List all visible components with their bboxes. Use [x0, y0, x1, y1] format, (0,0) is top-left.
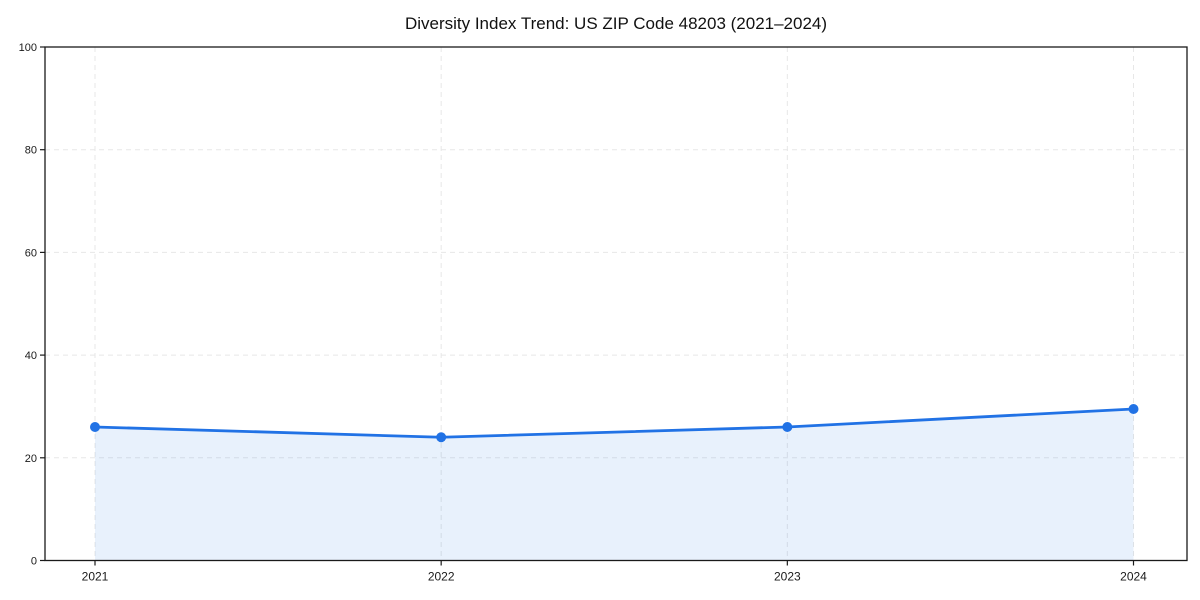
plot-frame: [44, 46, 1188, 562]
y-tick-label-40: 40: [25, 350, 37, 362]
data-point-2024: [1128, 404, 1139, 415]
y-tick-label-20: 20: [25, 453, 37, 465]
x-tick-label-2022: 2022: [428, 570, 455, 584]
y-tick-label-80: 80: [25, 145, 37, 157]
x-tick-label-2021: 2021: [82, 570, 109, 584]
data-point-2022: [436, 432, 447, 443]
x-tick-label-2023: 2023: [774, 570, 801, 584]
data-point-2021: [90, 421, 100, 432]
chart-title: Diversity Index Trend: US ZIP Code 48203…: [405, 14, 827, 33]
area-fill: [95, 409, 1134, 561]
data-point-2023: [782, 421, 793, 432]
y-tick-label-60: 60: [25, 247, 37, 259]
y-tick-label-0: 0: [31, 556, 37, 568]
y-tick-label-100: 100: [19, 42, 37, 54]
x-tick-label-2024: 2024: [1120, 570, 1147, 584]
trend-line: [93, 407, 1135, 439]
